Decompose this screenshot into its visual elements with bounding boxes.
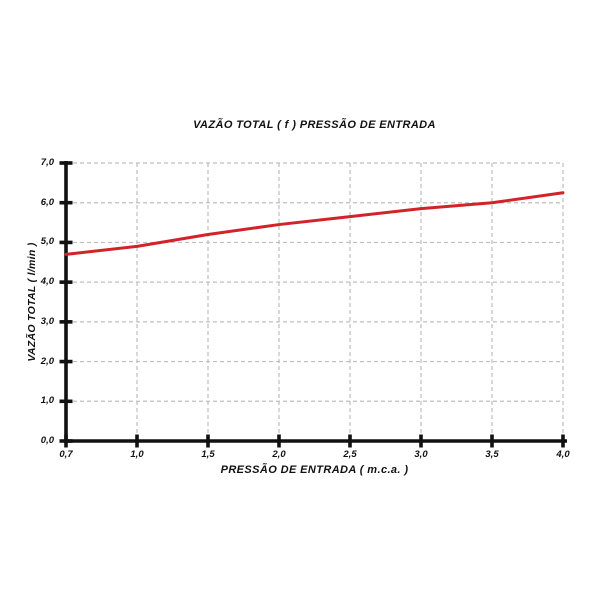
y-tick-label: 4,0 [40, 276, 54, 288]
x-tick-label: 1,0 [130, 449, 144, 460]
y-tick-label: 7,0 [40, 157, 54, 168]
y-tick-label: 3,0 [40, 315, 54, 327]
y-tick-label: 5,0 [40, 236, 54, 248]
x-tick-label: 2,5 [343, 449, 357, 460]
x-tick-label: 1,5 [201, 449, 215, 460]
y-tick-label: 0,0 [40, 435, 54, 446]
data-line-vaz-o-total [64, 191, 565, 256]
x-tick-label: 4,0 [556, 449, 570, 460]
x-axis-title: PRESSÃO DE ENTRADA ( m.c.a. ) [220, 464, 409, 476]
chart-title: VAZÃO TOTAL ( f ) PRESSÃO DE ENTRADA [193, 119, 436, 131]
y-tick-label: 2,0 [40, 355, 54, 367]
x-tick-label: 0,7 [59, 449, 73, 460]
y-tick-label: 1,0 [40, 395, 54, 407]
y-tick-label: 6,0 [40, 196, 54, 208]
x-tick-label: 3,5 [485, 449, 499, 460]
x-tick-label: 3,0 [414, 449, 428, 460]
x-tick-label: 2,0 [272, 449, 286, 460]
